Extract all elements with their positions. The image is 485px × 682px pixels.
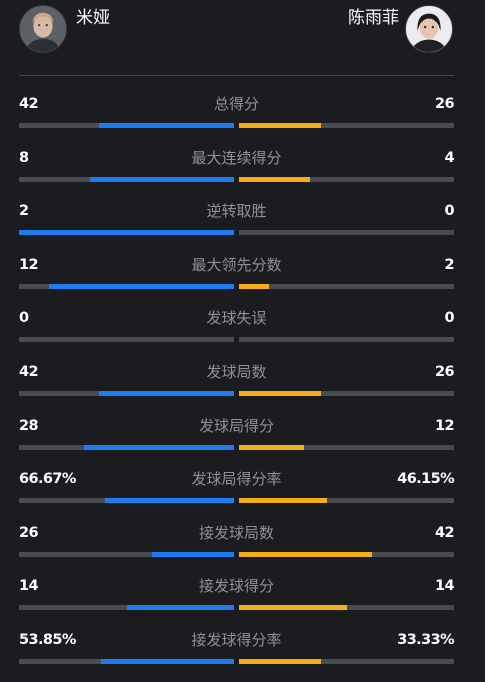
left-stat-bar — [19, 230, 234, 236]
stat-label: 接发球局数 — [198, 523, 274, 542]
right-stat-bar-fill — [239, 551, 373, 557]
right-stat-bar — [239, 658, 454, 664]
right-stat-value: 4 — [444, 149, 455, 166]
left-stat-bar — [19, 123, 234, 128]
right-stat-bar-fill — [239, 123, 321, 128]
left-stat-value: 42 — [19, 363, 39, 380]
right-stat-bar-fill — [239, 444, 304, 450]
left-stat-value: 26 — [19, 524, 39, 541]
left-stat-bar-fill — [49, 283, 234, 289]
right-stat-value: 14 — [435, 578, 455, 595]
left-stat-bar-fill — [105, 498, 234, 504]
left-stat-bar — [19, 390, 234, 396]
right-stat-bar — [239, 337, 454, 343]
stat-row: 53.85% 接发球得分率 33.33% — [19, 626, 455, 680]
left-stat-value: 2 — [19, 203, 29, 220]
stat-label: 接发球得分 — [198, 577, 274, 596]
stat-label: 发球局得分率 — [191, 470, 282, 489]
stat-label: 发球局数 — [206, 362, 267, 381]
left-stat-bar — [19, 283, 234, 289]
right-stat-value: 33.33% — [397, 631, 454, 648]
stat-label: 发球局得分 — [198, 416, 274, 435]
right-stat-value: 0 — [444, 310, 455, 327]
left-stat-bar — [19, 658, 234, 664]
right-stat-value: 0 — [444, 203, 455, 220]
right-stat-bar-fill — [239, 498, 328, 504]
right-stat-bar — [239, 605, 454, 611]
right-stat-bar — [239, 123, 454, 128]
right-stat-value: 46.15% — [397, 471, 454, 488]
left-player-name[interactable]: 米娅 — [76, 8, 110, 28]
stats-list: 42 总得分 26 8 最大连续得分 4 2 逆转取胜 0 12 最大领先分数 2 0 发球失误 0 42 发球… — [19, 90, 455, 680]
right-stat-bar-fill — [239, 658, 321, 664]
left-stat-bar-fill — [100, 658, 234, 664]
stat-row: 8 最大连续得分 4 — [19, 144, 455, 198]
right-stat-value: 2 — [444, 256, 455, 273]
left-stat-bar-fill — [126, 605, 234, 611]
right-stat-bar-fill — [239, 176, 310, 182]
stat-row: 2 逆转取胜 0 — [19, 197, 455, 251]
left-stat-bar-fill — [89, 176, 234, 182]
header-divider — [19, 75, 454, 76]
stat-row: 42 总得分 26 — [19, 90, 455, 144]
left-player-avatar[interactable] — [19, 5, 67, 53]
stat-row: 66.67% 发球局得分率 46.15% — [19, 465, 455, 519]
stat-label: 接发球得分率 — [191, 630, 282, 649]
right-stat-bar-fill — [239, 283, 270, 289]
right-stat-bar-fill — [239, 390, 321, 396]
left-stat-bar — [19, 444, 234, 450]
left-stat-value: 28 — [19, 417, 39, 434]
left-stat-bar-fill — [19, 230, 234, 236]
right-stat-bar — [239, 498, 454, 504]
right-stat-bar — [239, 390, 454, 396]
left-stat-value: 0 — [19, 310, 29, 327]
left-stat-bar-fill — [98, 123, 234, 128]
right-stat-bar — [239, 230, 454, 236]
right-stat-bar-fill — [239, 605, 347, 611]
right-player-avatar[interactable] — [405, 5, 453, 53]
stat-row: 28 发球局得分 12 — [19, 412, 455, 466]
right-stat-value: 26 — [435, 96, 455, 112]
left-stat-bar — [19, 498, 234, 504]
stat-row: 26 接发球局数 42 — [19, 519, 455, 573]
right-stat-bar — [239, 283, 454, 289]
right-stat-bar — [239, 444, 454, 450]
left-stat-bar — [19, 551, 234, 557]
left-stat-value: 12 — [19, 256, 39, 273]
stat-label: 最大领先分数 — [191, 255, 282, 274]
stat-row: 12 最大领先分数 2 — [19, 251, 455, 305]
left-stat-bar — [19, 176, 234, 182]
left-stat-value: 53.85% — [19, 631, 76, 648]
stat-row: 42 发球局数 26 — [19, 358, 455, 412]
stat-row: 14 接发球得分 14 — [19, 572, 455, 626]
stat-label: 逆转取胜 — [206, 202, 267, 221]
player-photo-icon — [406, 6, 452, 52]
left-stat-bar — [19, 337, 234, 343]
stat-label: 发球失误 — [206, 309, 267, 328]
player-photo-icon — [20, 6, 66, 52]
left-stat-value: 42 — [19, 96, 39, 112]
left-stat-value: 14 — [19, 578, 39, 595]
left-stat-value: 8 — [19, 149, 29, 166]
left-stat-bar-fill — [98, 390, 234, 396]
stat-label: 总得分 — [213, 95, 259, 113]
left-stat-bar — [19, 605, 234, 611]
right-player-name[interactable]: 陈雨菲 — [348, 8, 399, 28]
right-stat-value: 12 — [435, 417, 455, 434]
right-stat-bar — [239, 551, 454, 557]
stat-label: 最大连续得分 — [191, 148, 282, 167]
stat-row: 0 发球失误 0 — [19, 304, 455, 358]
left-stat-bar-fill — [152, 551, 234, 557]
left-stat-bar-fill — [83, 444, 234, 450]
right-stat-value: 42 — [435, 524, 455, 541]
right-stat-value: 26 — [435, 363, 455, 380]
left-stat-value: 66.67% — [19, 471, 76, 488]
right-stat-bar — [239, 176, 454, 182]
match-header: 米娅 陈雨菲 — [0, 0, 485, 60]
